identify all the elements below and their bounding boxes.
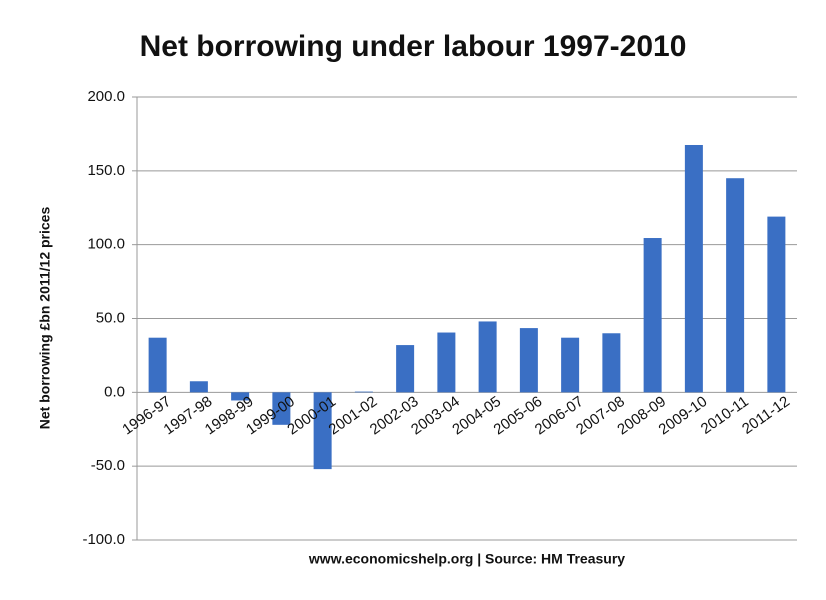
bar bbox=[148, 337, 167, 393]
bar bbox=[231, 392, 250, 401]
y-tick-label: -100.0 bbox=[82, 531, 125, 548]
y-tick-label: 100.0 bbox=[87, 236, 125, 253]
bar bbox=[478, 321, 497, 393]
x-tick-label: 2011-12 bbox=[739, 393, 793, 438]
bar bbox=[602, 333, 621, 393]
bar bbox=[313, 392, 332, 470]
y-tick-label: 0.0 bbox=[104, 383, 125, 400]
bar bbox=[396, 345, 415, 393]
bar bbox=[561, 337, 580, 393]
y-tick-label: 50.0 bbox=[96, 309, 125, 326]
bar bbox=[643, 238, 662, 393]
bar bbox=[354, 391, 373, 393]
x-axis-label: www.economicshelp.org | Source: HM Treas… bbox=[308, 551, 625, 567]
y-axis-label: Net borrowing £bn 2011/12 prices bbox=[37, 207, 53, 430]
y-tick-label: 150.0 bbox=[87, 162, 125, 179]
y-tick-label: -50.0 bbox=[91, 457, 125, 474]
bar bbox=[767, 216, 786, 393]
bar bbox=[684, 144, 703, 393]
bar bbox=[189, 381, 208, 393]
y-tick-label: 200.0 bbox=[87, 88, 125, 105]
bar bbox=[272, 392, 291, 425]
bar bbox=[519, 328, 538, 393]
chart-title: Net borrowing under labour 1997-2010 bbox=[140, 30, 687, 63]
bar bbox=[437, 332, 456, 393]
bar bbox=[726, 178, 745, 393]
